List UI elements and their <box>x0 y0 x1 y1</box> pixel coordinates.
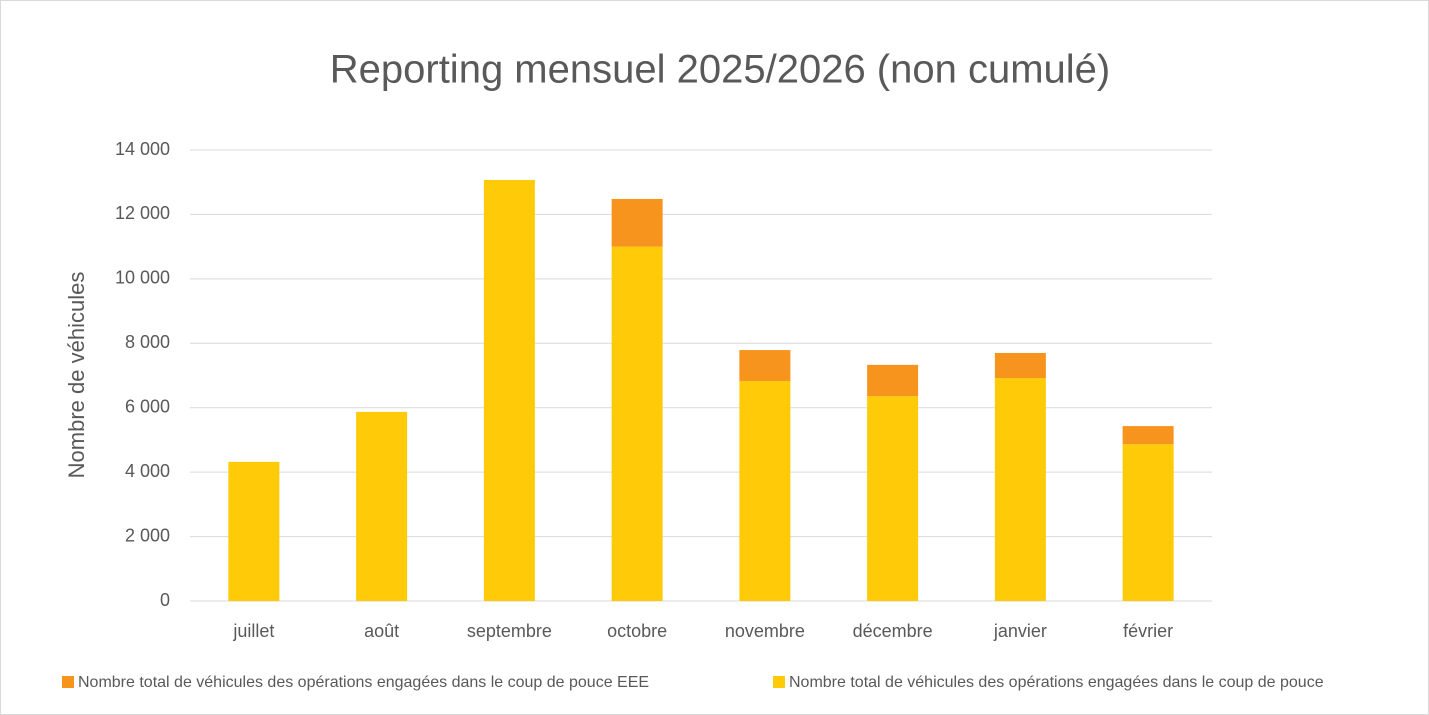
x-tick-label: juillet <box>232 621 274 641</box>
bar-segment <box>867 364 919 397</box>
legend-label: Nombre total de véhicules des opérations… <box>78 674 649 691</box>
x-tick-label: février <box>1123 621 1173 641</box>
x-tick-label: août <box>364 621 399 641</box>
y-tick-label: 4 000 <box>125 461 170 481</box>
y-tick-label: 6 000 <box>125 396 170 416</box>
bar-segment <box>1122 426 1174 445</box>
x-tick-label: septembre <box>467 621 552 641</box>
legend-swatch <box>773 676 785 688</box>
x-tick-label: novembre <box>725 621 805 641</box>
y-tick-label: 2 000 <box>125 525 170 545</box>
y-tick-label: 10 000 <box>115 268 170 288</box>
bar-segment <box>994 378 1046 601</box>
y-axis-title: Nombre de véhicules <box>64 272 89 479</box>
bar-segment <box>739 380 791 601</box>
bar-segment <box>228 461 280 601</box>
y-tick-label: 0 <box>160 590 170 610</box>
y-tick-label: 8 000 <box>125 332 170 352</box>
bar-segment <box>739 350 791 381</box>
bar-segment <box>611 198 663 247</box>
chart-title: Reporting mensuel 2025/2026 (non cumulé) <box>330 48 1111 92</box>
legend-swatch <box>62 676 74 688</box>
bar-segment <box>867 396 919 601</box>
x-tick-label: décembre <box>853 621 933 641</box>
y-tick-label: 14 000 <box>115 139 170 159</box>
bar-segment <box>483 179 535 601</box>
x-tick-label: octobre <box>607 621 667 641</box>
bar-segment <box>611 246 663 601</box>
bar-segment <box>994 352 1046 379</box>
bar-segment <box>1122 444 1174 601</box>
legend-label: Nombre total de véhicules des opérations… <box>789 674 1324 691</box>
bar-segment <box>356 411 408 601</box>
x-tick-label: janvier <box>993 621 1047 641</box>
y-tick-label: 12 000 <box>115 203 170 223</box>
